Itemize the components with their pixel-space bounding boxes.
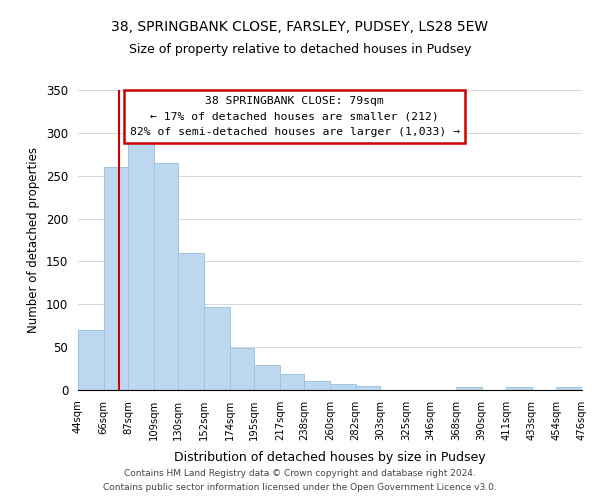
Bar [356,386,380,390]
Bar [128,140,154,390]
Y-axis label: Number of detached properties: Number of detached properties [28,147,40,333]
Bar [178,253,204,390]
Text: Contains HM Land Registry data © Crown copyright and database right 2024.: Contains HM Land Registry data © Crown c… [124,468,476,477]
Bar [230,348,254,390]
Bar [456,386,482,390]
Bar [104,167,128,390]
Bar [204,307,230,390]
Text: 38, SPRINGBANK CLOSE, FARSLEY, PUDSEY, LS28 5EW: 38, SPRINGBANK CLOSE, FARSLEY, PUDSEY, L… [112,20,488,34]
Bar [280,374,304,390]
Text: 38 SPRINGBANK CLOSE: 79sqm
← 17% of detached houses are smaller (212)
82% of sem: 38 SPRINGBANK CLOSE: 79sqm ← 17% of deta… [130,96,460,137]
Bar [254,365,280,390]
Text: Size of property relative to detached houses in Pudsey: Size of property relative to detached ho… [129,42,471,56]
Bar [506,388,532,390]
Bar [556,388,582,390]
Bar [154,163,178,390]
Bar [330,384,356,390]
X-axis label: Distribution of detached houses by size in Pudsey: Distribution of detached houses by size … [174,451,486,464]
Text: Contains public sector information licensed under the Open Government Licence v3: Contains public sector information licen… [103,484,497,492]
Bar [304,382,330,390]
Bar [78,330,104,390]
